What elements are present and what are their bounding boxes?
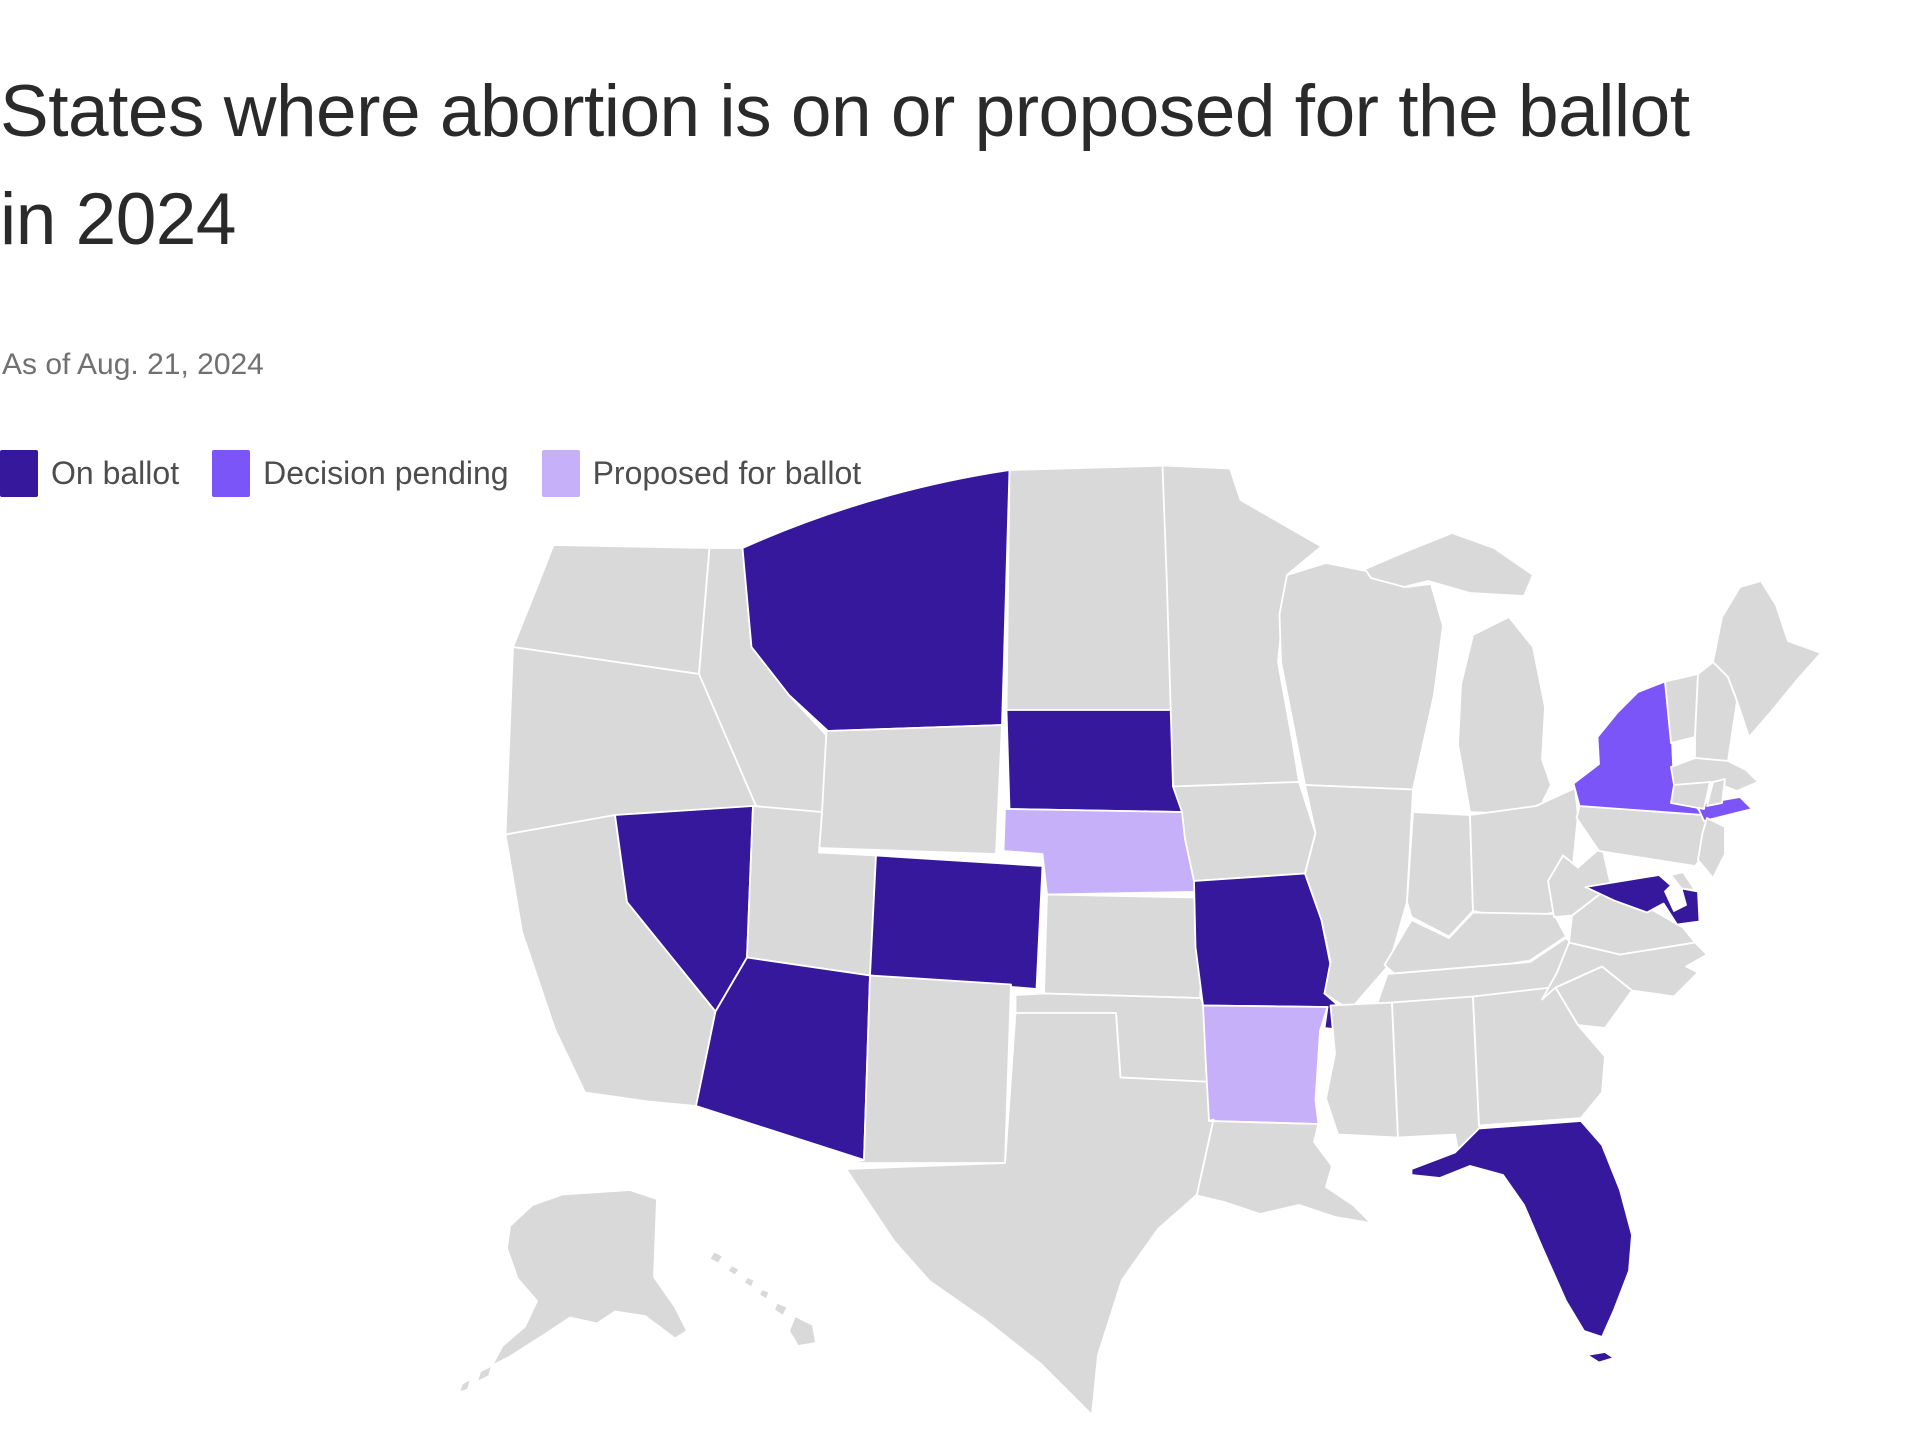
state-texas <box>845 1012 1215 1416</box>
us-map-svg <box>458 464 1822 1416</box>
state-alaska <box>491 1189 688 1367</box>
us-choropleth-map <box>420 437 1830 1440</box>
legend: On ballot Decision pending Proposed for … <box>0 450 861 497</box>
state-maine <box>1712 580 1822 738</box>
state-florida-keys <box>1586 1351 1615 1364</box>
legend-item-on-ballot: On ballot <box>0 450 179 497</box>
state-iowa <box>1172 781 1317 882</box>
state-vermont <box>1664 673 1699 744</box>
state-south-dakota <box>1005 709 1191 813</box>
legend-swatch-decision-pending <box>212 450 251 497</box>
legend-label-on-ballot: On ballot <box>51 455 180 491</box>
state-michigan-upper-peninsula <box>1364 532 1534 597</box>
state-connecticut <box>1670 781 1711 810</box>
chart-title: States where abortion is on or proposed … <box>0 58 1920 274</box>
state-mississippi <box>1325 1001 1399 1139</box>
state-hawaii <box>708 1250 817 1347</box>
state-louisiana <box>1196 1118 1372 1224</box>
state-kansas <box>1043 893 1207 999</box>
legend-swatch-proposed-for-ballot <box>541 450 580 497</box>
state-delaware <box>1670 871 1696 891</box>
chart-title-line1: States where abortion is on or proposed … <box>0 71 1690 152</box>
legend-item-proposed-for-ballot: Proposed for ballot <box>541 450 862 497</box>
state-wisconsin <box>1278 562 1444 791</box>
state-michigan <box>1457 616 1552 816</box>
state-minnesota <box>1161 464 1323 788</box>
state-wyoming <box>818 724 1003 855</box>
state-north-dakota <box>1005 464 1182 711</box>
state-alaska-aleutians <box>458 1364 493 1394</box>
state-maryland <box>1584 874 1701 926</box>
chart-subtitle: As of Aug. 21, 2024 <box>2 348 264 381</box>
state-west-virginia <box>1547 845 1612 918</box>
state-arkansas <box>1202 1004 1329 1125</box>
chart-title-line2: in 2024 <box>0 179 237 260</box>
state-rhode-island <box>1706 778 1726 807</box>
state-arizona <box>695 956 871 1161</box>
legend-item-decision-pending: Decision pending <box>212 450 509 497</box>
state-new-mexico <box>845 974 1012 1164</box>
legend-label-proposed-for-ballot: Proposed for ballot <box>592 455 862 491</box>
state-new-jersey <box>1697 817 1726 879</box>
state-florida <box>1410 1120 1633 1338</box>
legend-swatch-on-ballot <box>0 450 38 497</box>
legend-label-decision-pending: Decision pending <box>263 455 509 491</box>
state-indiana <box>1406 811 1474 938</box>
state-colorado <box>869 854 1044 990</box>
